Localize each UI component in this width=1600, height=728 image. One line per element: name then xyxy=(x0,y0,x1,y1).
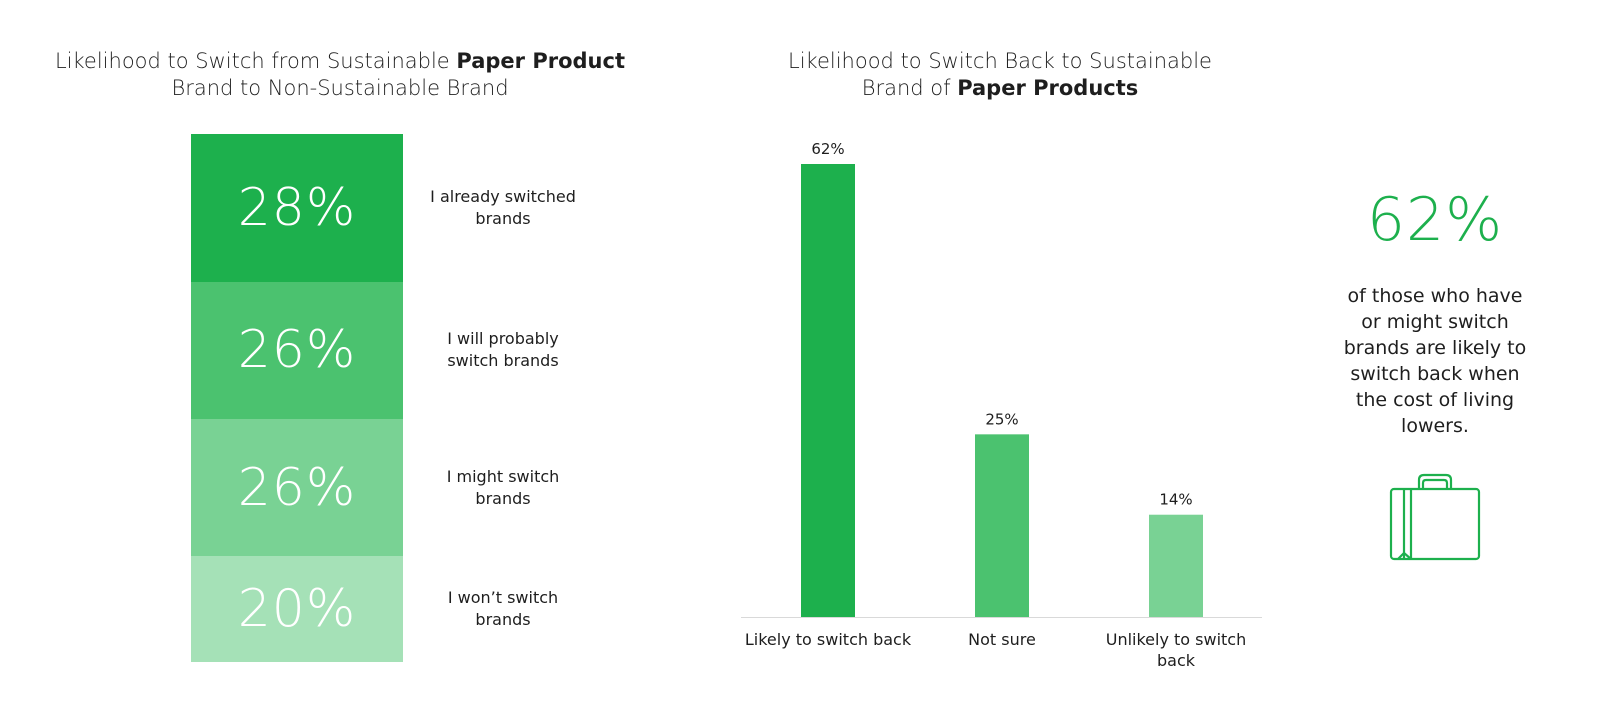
segment-category-label: I already switched brands xyxy=(430,186,576,228)
stacked-chart: 28% I already switched brands 26% I will pr… xyxy=(191,134,576,662)
bar-value-label: 25% xyxy=(985,410,1018,428)
x-tick-label: back xyxy=(1157,651,1196,670)
stack-segment: 26% I will probably switch brands xyxy=(191,281,559,420)
left-title-bold: Paper Product xyxy=(456,49,625,73)
segment-category-label: I will probably switch brands xyxy=(447,329,559,371)
callout-text: of those who have or might switch brands… xyxy=(1343,285,1527,437)
left-chart-title: Likelihood to Switch from Sustainable Pa… xyxy=(40,48,640,102)
segment-value-label: 26% xyxy=(237,320,357,381)
bar-value-label: 14% xyxy=(1159,491,1192,509)
stack-segment: 28% I already switched brands xyxy=(191,134,576,282)
bar xyxy=(801,164,855,617)
segment-category-label: I might switch brands xyxy=(446,466,560,508)
x-tick-label: Likely to switch back xyxy=(745,630,912,649)
suitcase-icon xyxy=(1389,473,1481,561)
segment-category-label: I won’t switch brands xyxy=(447,588,559,630)
segment-value-label: 28% xyxy=(237,177,357,238)
right-title-text: Likelihood to Switch Back to Sustainable xyxy=(788,49,1212,73)
segment-value-label: 26% xyxy=(237,457,357,518)
left-title-text: Likelihood to Switch from Sustainable xyxy=(54,49,457,73)
left-title-text-2: Brand to Non-Sustainable Brand xyxy=(171,76,509,100)
right-title-bold: Paper Products xyxy=(957,76,1139,100)
right-chart-title: Likelihood to Switch Back to Sustainable… xyxy=(740,48,1260,102)
x-tick-label: Unlikely to switch xyxy=(1106,630,1247,649)
right-title-text-2: Brand of xyxy=(861,76,958,100)
bar xyxy=(1149,514,1203,617)
stack-segment: 26% I might switch brands xyxy=(191,419,559,557)
bar-value-label: 62% xyxy=(811,140,844,158)
stack-segment: 20% I won’t switch brands xyxy=(191,556,558,662)
x-tick-label: Not sure xyxy=(968,630,1036,649)
segment-value-label: 20% xyxy=(237,579,357,640)
bar xyxy=(975,434,1029,617)
callout-value: 62% xyxy=(1366,185,1504,255)
